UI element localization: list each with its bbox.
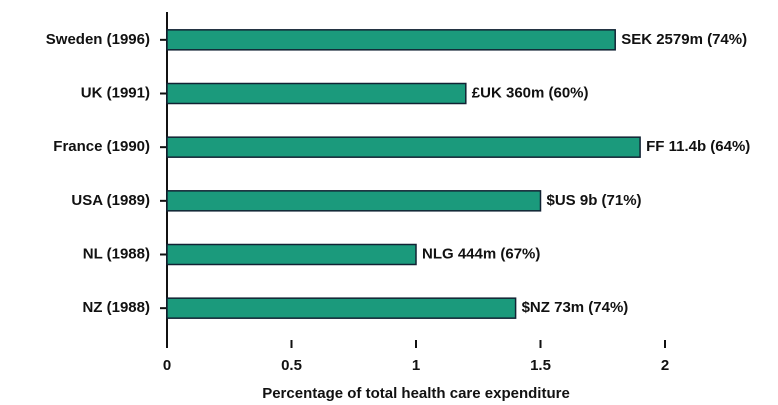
y-tick-label: UK (1991)	[81, 84, 150, 101]
annotation: $NZ 73m (74%)	[522, 299, 629, 316]
bar	[166, 136, 641, 158]
bar	[166, 243, 417, 266]
bar	[166, 29, 616, 51]
bar	[166, 297, 517, 319]
x-tick-label: 0	[163, 357, 171, 374]
y-tick-label: NL (1988)	[83, 245, 150, 262]
bar	[166, 190, 542, 212]
annotation: FF 11.4b (64%)	[646, 138, 750, 155]
y-tick-label: USA (1989)	[71, 192, 150, 209]
annotation: NLG 444m (67%)	[422, 245, 540, 262]
x-axis-label: Percentage of total health care expendit…	[262, 385, 570, 402]
y-tick-label: NZ (1988)	[82, 299, 150, 316]
y-tick-label: France (1990)	[53, 138, 150, 155]
annotation: $US 9b (71%)	[547, 192, 642, 209]
bar	[166, 82, 467, 105]
annotation: SEK 2579m (74%)	[621, 31, 747, 48]
x-tick-label: 0.5	[281, 357, 302, 374]
annotation: £UK 360m (60%)	[472, 84, 589, 101]
x-tick-label: 2	[661, 357, 669, 374]
x-tick-label: 1.5	[530, 357, 551, 374]
y-tick-label: Sweden (1996)	[46, 31, 150, 48]
x-tick-label: 1	[412, 357, 420, 374]
